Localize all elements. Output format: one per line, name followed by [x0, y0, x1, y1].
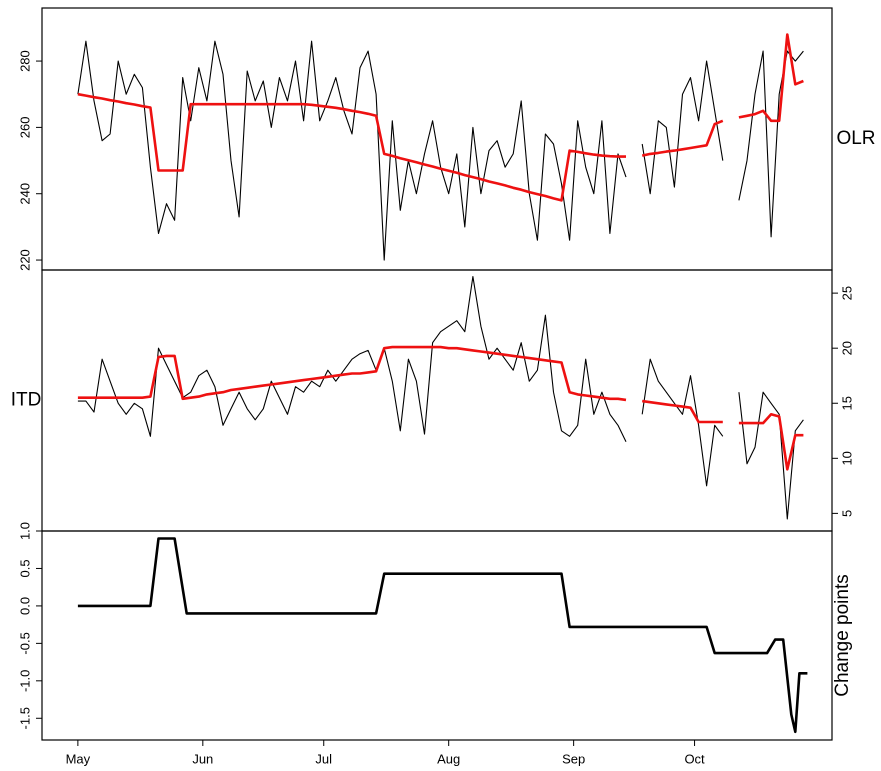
y-tick-label: -0.5 [17, 632, 32, 654]
y-tick-label: 20 [839, 341, 854, 355]
y-axis-label: Change points [832, 574, 853, 697]
data-line [77, 345, 804, 471]
y-axis-label: OLR [836, 128, 875, 149]
panel-frame [41, 530, 833, 741]
y-axis-label: ITD [11, 390, 42, 411]
y-tick-label: 0.0 [17, 597, 32, 615]
data-line [77, 40, 804, 261]
y-tick-label: 5 [839, 510, 854, 517]
panel-frame [41, 269, 833, 532]
y-tick-label: 0.5 [17, 559, 32, 577]
data-line [77, 33, 804, 202]
x-tick-label: Jun [192, 751, 213, 766]
y-tick-label: 240 [17, 183, 32, 205]
y-tick-label: 280 [17, 50, 32, 72]
x-tick-label: May [66, 751, 91, 766]
x-tick-label: Oct [684, 751, 705, 766]
panel-frame [41, 7, 833, 271]
y-tick-label: -1.0 [17, 670, 32, 692]
y-tick-label: 220 [17, 249, 32, 271]
x-tick-label: Aug [437, 751, 460, 766]
y-tick-label: 15 [839, 396, 854, 410]
y-tick-label: -1.5 [17, 707, 32, 729]
y-tick-label: 1.0 [17, 522, 32, 540]
y-tick-label: 25 [839, 286, 854, 300]
x-tick-label: Jul [315, 751, 332, 766]
x-tick-label: Sep [562, 751, 585, 766]
y-tick-label: 10 [839, 451, 854, 465]
y-tick-label: 260 [17, 117, 32, 139]
data-line [77, 276, 804, 520]
data-line [77, 537, 808, 734]
